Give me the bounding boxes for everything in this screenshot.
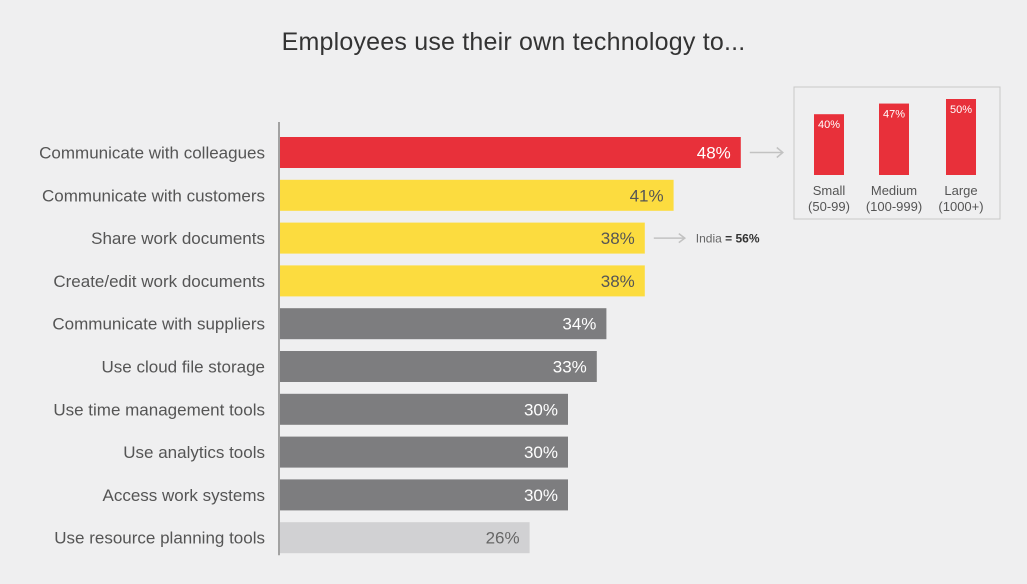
inset-category-sublabel: (1000+) [938, 199, 983, 214]
category-label: Access work systems [103, 486, 265, 505]
inset-category-label: Large [944, 183, 977, 198]
bar-value-label: 30% [524, 443, 558, 462]
chart-title: Employees use their own technology to... [281, 28, 746, 56]
bar-value-label: 26% [486, 529, 520, 548]
inset-category-sublabel: (100-999) [866, 199, 922, 214]
bar-value-label: 30% [524, 400, 558, 419]
category-label: Create/edit work documents [53, 272, 265, 291]
bar [280, 436, 568, 468]
inset-category-label: Medium [871, 183, 917, 198]
category-label: Communicate with customers [42, 186, 265, 205]
bar-value-label: 38% [601, 229, 635, 248]
bar-value-label: 34% [562, 315, 596, 334]
annotation-prefix: India [696, 232, 725, 246]
bar-value-label: 30% [524, 486, 558, 505]
category-label: Use resource planning tools [54, 529, 265, 548]
arrow-head [776, 146, 784, 159]
inset-category-label: Small [813, 183, 846, 198]
inset-bar-value-label: 50% [950, 104, 972, 116]
inset-category-sublabel: (50-99) [808, 199, 850, 214]
bar [280, 222, 645, 254]
bar [280, 522, 530, 554]
bar [280, 393, 568, 425]
category-label: Use cloud file storage [102, 358, 265, 377]
annotation-value: = 56% [725, 232, 760, 246]
inset-bar-value-label: 40% [818, 119, 840, 131]
bar [280, 137, 741, 168]
category-label: Use time management tools [53, 400, 265, 419]
category-label: Communicate with suppliers [52, 315, 265, 334]
inset-bar [879, 103, 909, 175]
inset-bar-value-label: 47% [883, 109, 905, 121]
category-label: Share work documents [91, 229, 265, 248]
bar-value-label: 41% [630, 186, 664, 205]
bar [280, 265, 645, 297]
inset-bar [814, 114, 844, 175]
category-label: Communicate with colleagues [39, 144, 265, 163]
arrow-head [678, 233, 687, 244]
bar-value-label: 38% [601, 272, 635, 291]
bar [280, 351, 597, 382]
bar-value-label: 33% [553, 358, 587, 377]
bar [280, 479, 568, 511]
bar [280, 308, 607, 340]
annotation-india: India = 56% [696, 232, 760, 246]
bar-value-label: 48% [697, 144, 731, 163]
category-label: Use analytics tools [123, 443, 265, 462]
bar [280, 179, 674, 211]
inset-bar [946, 99, 976, 175]
inset-frame [793, 86, 1001, 220]
